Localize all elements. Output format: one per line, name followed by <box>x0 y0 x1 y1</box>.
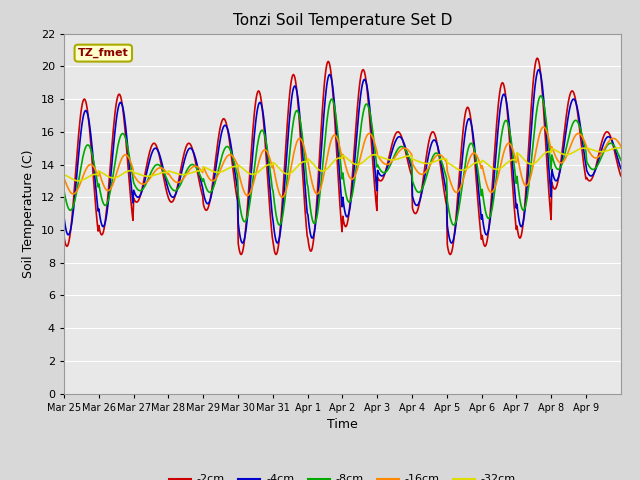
-32cm <box>75 178 83 184</box>
X-axis label: Time: Time <box>327 418 358 431</box>
-32cm <box>126 168 134 174</box>
-16cm <box>540 124 548 130</box>
-2cm <box>237 252 245 257</box>
-4cm <box>400 140 408 145</box>
-16cm <box>125 156 133 162</box>
-4cm <box>276 229 284 235</box>
-32cm <box>277 168 285 173</box>
-8cm <box>617 157 625 163</box>
-4cm <box>535 67 543 72</box>
-2cm <box>617 173 625 179</box>
Title: Tonzi Soil Temperature Set D: Tonzi Soil Temperature Set D <box>233 13 452 28</box>
Line: -32cm: -32cm <box>64 148 621 181</box>
-8cm <box>431 151 439 156</box>
Line: -16cm: -16cm <box>64 127 621 197</box>
-32cm <box>256 168 264 173</box>
-8cm <box>60 188 68 194</box>
-8cm <box>125 154 133 159</box>
Line: -2cm: -2cm <box>64 58 621 254</box>
-8cm <box>228 151 236 156</box>
-16cm <box>617 143 625 149</box>
-8cm <box>537 93 545 99</box>
Legend: -2cm, -4cm, -8cm, -16cm, -32cm: -2cm, -4cm, -8cm, -16cm, -32cm <box>164 470 520 480</box>
-16cm <box>228 153 236 158</box>
Y-axis label: Soil Temperature (C): Soil Temperature (C) <box>22 149 35 278</box>
-8cm <box>450 222 458 228</box>
-16cm <box>60 175 68 181</box>
-2cm <box>256 91 264 96</box>
Text: TZ_fmet: TZ_fmet <box>78 48 129 58</box>
-2cm <box>534 55 541 61</box>
-16cm <box>276 192 284 198</box>
-32cm <box>615 145 623 151</box>
-2cm <box>277 216 285 222</box>
-32cm <box>432 158 440 164</box>
-2cm <box>432 134 440 140</box>
-4cm <box>255 100 263 106</box>
-2cm <box>125 180 133 186</box>
-16cm <box>401 145 408 151</box>
Line: -4cm: -4cm <box>64 70 621 243</box>
Line: -8cm: -8cm <box>64 96 621 225</box>
-2cm <box>228 156 236 161</box>
-16cm <box>432 154 440 159</box>
-4cm <box>60 214 68 220</box>
-4cm <box>617 166 625 171</box>
-2cm <box>401 144 408 150</box>
-16cm <box>278 194 286 200</box>
-16cm <box>255 157 263 163</box>
-32cm <box>60 172 68 178</box>
-8cm <box>255 133 263 139</box>
-4cm <box>228 147 236 153</box>
-4cm <box>431 137 439 143</box>
-4cm <box>125 162 133 168</box>
-8cm <box>400 145 408 151</box>
-32cm <box>401 154 408 160</box>
-2cm <box>60 234 68 240</box>
-32cm <box>617 145 625 151</box>
-8cm <box>276 221 284 227</box>
-32cm <box>228 164 236 170</box>
-4cm <box>448 240 456 246</box>
